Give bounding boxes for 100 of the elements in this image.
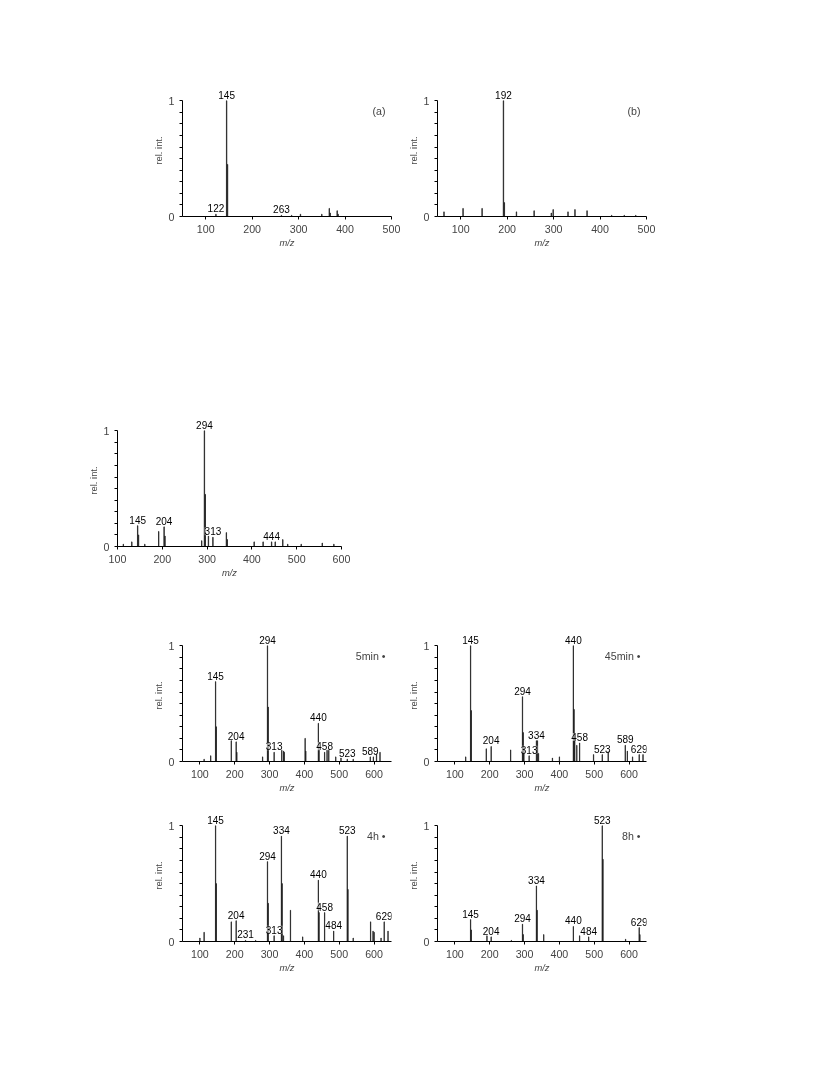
annotation: 313 bbox=[265, 924, 283, 936]
x-tick-label: 200 bbox=[480, 947, 499, 960]
x-axis-title: m/z bbox=[221, 567, 238, 578]
annotation: 231 bbox=[237, 929, 255, 941]
x-tick-label: 400 bbox=[295, 947, 314, 960]
annotation: 204 bbox=[227, 730, 245, 742]
y-tick-label: 0 bbox=[168, 210, 175, 223]
x-tick-label: 500 bbox=[287, 552, 306, 565]
annotation: 523 bbox=[593, 743, 612, 755]
annotation: 629 bbox=[630, 743, 648, 755]
x-tick-label: 100 bbox=[108, 552, 127, 565]
x-tick-label: 300 bbox=[289, 222, 308, 235]
y-tick-label: 0 bbox=[423, 935, 430, 948]
x-tick-label: 200 bbox=[243, 222, 262, 235]
y-axis-title: rel. int. bbox=[153, 681, 164, 710]
annotation: 484 bbox=[580, 925, 598, 937]
annotation: 294 bbox=[514, 685, 532, 697]
annotation: 4h • bbox=[366, 829, 386, 842]
annotation: 334 bbox=[528, 874, 546, 886]
x-tick-label: 100 bbox=[191, 947, 209, 960]
x-tick-label: 600 bbox=[365, 947, 384, 960]
annotation: 145 bbox=[218, 89, 236, 101]
annotation: 204 bbox=[482, 925, 500, 937]
x-tick-label: 600 bbox=[332, 552, 351, 565]
annotation: 294 bbox=[259, 634, 277, 646]
x-tick-label: 500 bbox=[585, 947, 604, 960]
x-tick-label: 200 bbox=[153, 552, 172, 565]
annotation: 440 bbox=[565, 915, 583, 927]
x-tick-label: 500 bbox=[330, 767, 349, 780]
annotation: 334 bbox=[528, 729, 546, 741]
annotation: 440 bbox=[310, 712, 328, 724]
x-tick-label: 500 bbox=[637, 222, 656, 235]
x-tick-label: 200 bbox=[480, 767, 499, 780]
x-tick-label: 300 bbox=[260, 947, 279, 960]
x-tick-label: 100 bbox=[446, 947, 464, 960]
annotation: 458 bbox=[571, 731, 589, 743]
x-tick-label: 600 bbox=[620, 947, 639, 960]
annotation: 204 bbox=[227, 909, 245, 921]
x-tick-label: 400 bbox=[295, 767, 314, 780]
annotation: (a) bbox=[372, 104, 386, 117]
x-axis-title: m/z bbox=[534, 782, 550, 793]
x-tick-label: 200 bbox=[225, 767, 244, 780]
annotation: 589 bbox=[361, 745, 380, 757]
annotation: 204 bbox=[482, 735, 500, 747]
annotation: 5min • bbox=[355, 649, 386, 662]
annotation: 313 bbox=[204, 526, 222, 538]
x-tick-label: 600 bbox=[365, 767, 384, 780]
annotation: 8h • bbox=[621, 829, 641, 842]
x-axis-title: m/z bbox=[279, 237, 295, 248]
annotation: 458 bbox=[316, 901, 334, 913]
x-axis-title: m/z bbox=[279, 782, 295, 793]
annotation: 145 bbox=[207, 670, 225, 682]
annotation: 145 bbox=[129, 514, 147, 526]
x-tick-label: 300 bbox=[198, 552, 217, 565]
x-axis-title: m/z bbox=[534, 237, 550, 248]
x-tick-label: 100 bbox=[191, 767, 209, 780]
x-tick-label: 500 bbox=[330, 947, 349, 960]
y-tick-label: 0 bbox=[103, 540, 110, 553]
x-tick-label: 400 bbox=[336, 222, 355, 235]
x-tick-label: 200 bbox=[498, 222, 517, 235]
y-tick-label: 1 bbox=[423, 819, 430, 832]
annotation: 313 bbox=[520, 744, 538, 756]
y-tick-label: 0 bbox=[168, 755, 175, 768]
x-tick-label: 100 bbox=[196, 222, 215, 235]
annotation: 629 bbox=[375, 910, 393, 922]
annotation: 458 bbox=[316, 741, 334, 753]
annotation: 313 bbox=[265, 741, 283, 753]
x-tick-label: 300 bbox=[260, 767, 279, 780]
x-tick-label: 100 bbox=[451, 222, 470, 235]
x-axis-title: m/z bbox=[279, 962, 295, 973]
annotation: 440 bbox=[565, 634, 583, 646]
annotation: 294 bbox=[259, 850, 277, 862]
annotation: 294 bbox=[196, 419, 214, 431]
x-tick-label: 400 bbox=[243, 552, 261, 565]
x-tick-label: 400 bbox=[550, 767, 569, 780]
annotation: 204 bbox=[155, 515, 173, 527]
annotation: 192 bbox=[495, 89, 513, 101]
annotation: 523 bbox=[593, 814, 612, 826]
x-tick-label: 400 bbox=[550, 947, 569, 960]
annotation: 263 bbox=[273, 204, 291, 216]
annotation: 444 bbox=[263, 530, 281, 542]
annotation: 629 bbox=[630, 916, 648, 928]
annotation: 523 bbox=[338, 825, 357, 837]
y-axis-title: rel. int. bbox=[408, 136, 419, 165]
annotation: 145 bbox=[207, 814, 225, 826]
x-tick-label: 300 bbox=[515, 947, 534, 960]
annotation: 145 bbox=[462, 634, 480, 646]
annotation: 440 bbox=[310, 869, 328, 881]
x-axis-title: m/z bbox=[534, 962, 550, 973]
x-tick-label: 600 bbox=[620, 767, 639, 780]
y-tick-label: 1 bbox=[103, 424, 110, 437]
y-tick-label: 1 bbox=[423, 639, 430, 652]
y-tick-label: 1 bbox=[168, 94, 175, 107]
annotation: 523 bbox=[338, 748, 357, 760]
x-tick-label: 300 bbox=[515, 767, 534, 780]
y-tick-label: 0 bbox=[423, 755, 430, 768]
y-axis-title: rel. int. bbox=[408, 681, 419, 710]
y-tick-label: 0 bbox=[168, 935, 175, 948]
annotation: 484 bbox=[325, 920, 343, 932]
annotation: 334 bbox=[273, 825, 291, 837]
